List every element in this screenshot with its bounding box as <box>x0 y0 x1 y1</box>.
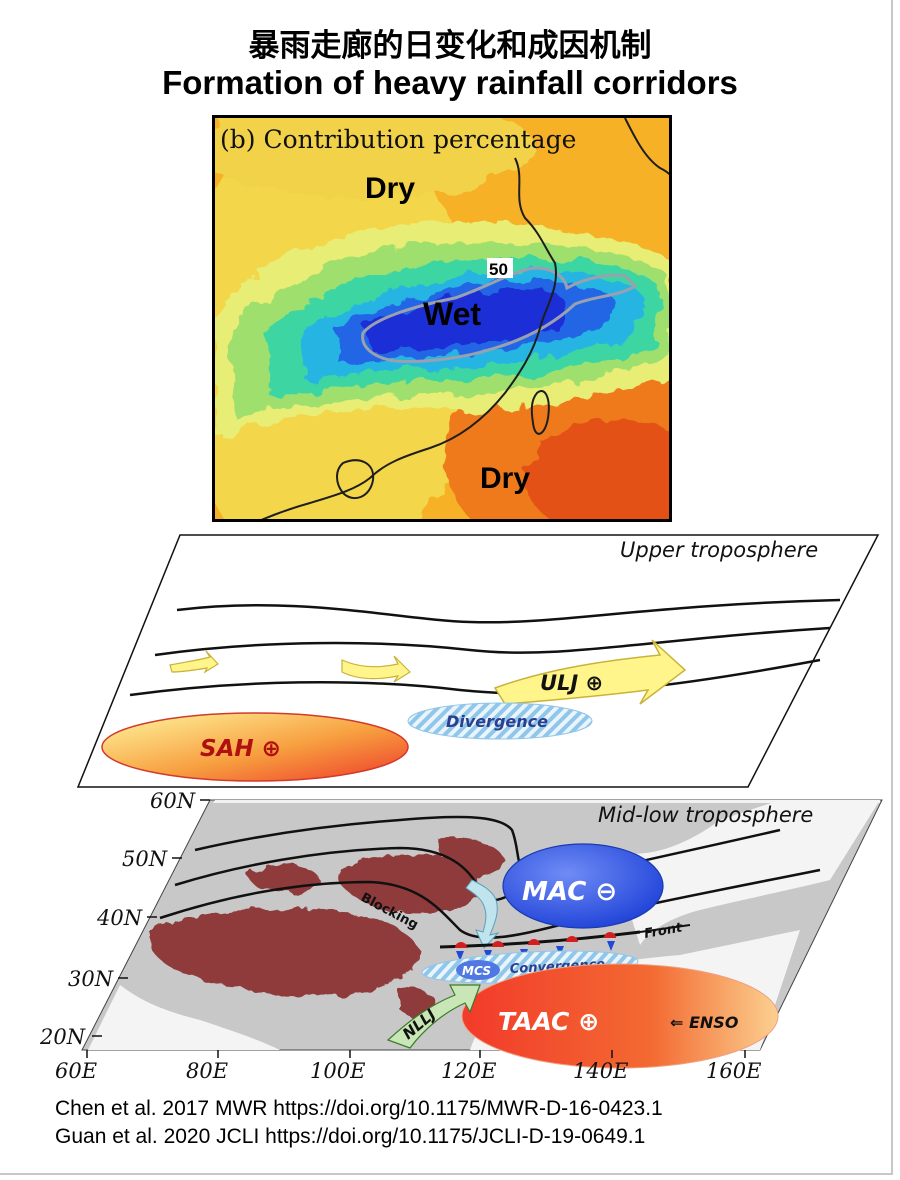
reference-2: Guan et al. 2020 JCLI https://doi.org/10… <box>55 1125 646 1148</box>
cold-air-arrow <box>465 879 500 949</box>
upper-flow-arrow-medium <box>341 655 411 683</box>
lat-label: 50N <box>122 847 168 871</box>
contour-label: 50 <box>489 260 508 279</box>
title-english: Formation of heavy rainfall corridors <box>162 64 738 101</box>
warm-front-marker <box>492 941 504 947</box>
contribution-map-graphic: (b) Contribution percentage Dry Wet Dry … <box>215 118 669 519</box>
lat-ticks <box>92 799 210 1037</box>
lon-label: 140E <box>573 1059 628 1083</box>
lat-label: 30N <box>68 967 114 991</box>
schematic-diagram: Upper troposphere ULJ ⊕ Divergence SAH ⊕… <box>39 534 883 1083</box>
cold-front-marker <box>607 941 615 951</box>
contour-label-bg <box>487 258 513 278</box>
upper-streamline-2 <box>154 626 831 657</box>
lower-top-band <box>213 800 880 803</box>
lat-label: 60N <box>150 789 196 813</box>
enso-label: ⇐ ENSO <box>670 1013 739 1032</box>
mcs-label: MCS <box>462 964 491 978</box>
lon-label: 160E <box>706 1059 761 1083</box>
upper-flow-arrow-small <box>169 650 219 674</box>
ulj-arrow <box>493 639 687 705</box>
warm-front-marker <box>455 942 467 948</box>
sah-label: SAH ⊕ <box>200 736 281 762</box>
reference-1: Chen et al. 2017 MWR https://doi.org/10.… <box>55 1097 663 1120</box>
sah-ellipse <box>101 712 409 782</box>
upper-streamline-1 <box>176 598 841 624</box>
lon-ticks <box>86 1050 746 1058</box>
coastline <box>261 157 557 519</box>
hainan-outline <box>336 459 375 500</box>
divergence-label: Divergence <box>446 712 548 731</box>
label-wet: Wet <box>423 296 481 332</box>
divergence-ellipse <box>407 702 593 740</box>
title-chinese: 暴雨走廊的日变化和成因机制 <box>248 28 652 64</box>
references: Chen et al. 2017 MWR https://doi.org/10.… <box>55 1095 663 1151</box>
lon-label: 80E <box>186 1059 228 1083</box>
contribution-map: (b) Contribution percentage Dry Wet Dry … <box>212 115 672 522</box>
warm-front-marker <box>566 936 578 942</box>
front-extension <box>639 924 691 933</box>
lower-title: Mid-low troposphere <box>598 803 813 827</box>
indian-ocean <box>88 985 280 1050</box>
pacific-ocean-north <box>610 800 880 945</box>
taac-ellipse <box>461 963 779 1069</box>
coastline-korea <box>624 118 669 176</box>
cold-front-marker <box>456 951 464 961</box>
lon-labels: 60E 80E 100E 120E 140E 160E <box>55 1059 761 1083</box>
lon-label: 100E <box>310 1059 365 1083</box>
lower-streamline-3 <box>159 868 821 939</box>
lon-label: 60E <box>55 1059 97 1083</box>
warm-front-marker <box>604 932 616 938</box>
mac-ellipse <box>502 843 664 929</box>
mcs-blob <box>456 960 500 980</box>
rainfall-field <box>215 118 669 519</box>
upper-streamline-3 <box>129 658 821 697</box>
upper-title: Upper troposphere <box>620 538 818 562</box>
lat-label: 20N <box>39 1025 86 1049</box>
taiwan-outline <box>530 390 550 435</box>
contour-50 <box>361 266 638 363</box>
lower-streamline-1 <box>194 815 531 882</box>
front-label: Front <box>643 920 684 942</box>
panel-label: (b) Contribution percentage <box>220 125 576 154</box>
ulj-label: ULJ ⊕ <box>540 671 603 695</box>
taac-label: TAAC ⊕ <box>498 1007 599 1036</box>
warm-front-marker <box>528 939 540 945</box>
nllj-arrow <box>386 984 481 1049</box>
lat-label: 40N <box>96 906 143 930</box>
label-dry-bottom: Dry <box>480 462 530 495</box>
label-dry-top: Dry <box>365 172 415 205</box>
lat-labels: 60N 50N 40N 30N 20N <box>39 789 196 1049</box>
mac-label: MAC ⊖ <box>522 877 617 907</box>
lon-label: 120E <box>441 1059 496 1083</box>
